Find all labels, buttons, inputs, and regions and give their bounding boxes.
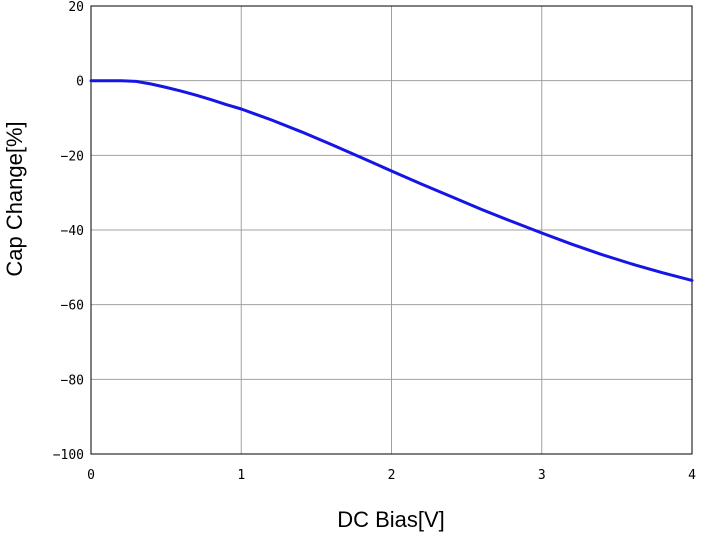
x-axis-title: DC Bias[V]: [337, 507, 445, 532]
x-tick-label: 4: [688, 468, 696, 483]
x-tick-label: 0: [87, 468, 95, 483]
y-axis-title: Cap Change[%]: [2, 121, 27, 276]
y-tick-label: −40: [61, 224, 84, 239]
y-tick-label: −60: [61, 299, 84, 314]
plot-frame: [90, 5, 693, 455]
data-series-line: [89, 79, 694, 282]
y-tick-label: −80: [61, 373, 84, 388]
y-tick-label: 0: [76, 75, 84, 90]
grid-lines: [90, 5, 693, 455]
x-tick-label: 1: [237, 468, 245, 483]
y-tick-label: 20: [68, 0, 84, 15]
tick-labels: 0 1 2 3 4 20 0 −20 −40 −60 −80 −100: [53, 0, 696, 483]
x-tick-label: 3: [538, 468, 546, 483]
y-tick-label: −100: [53, 448, 84, 463]
y-tick-label: −20: [61, 149, 84, 164]
x-tick-label: 2: [388, 468, 396, 483]
